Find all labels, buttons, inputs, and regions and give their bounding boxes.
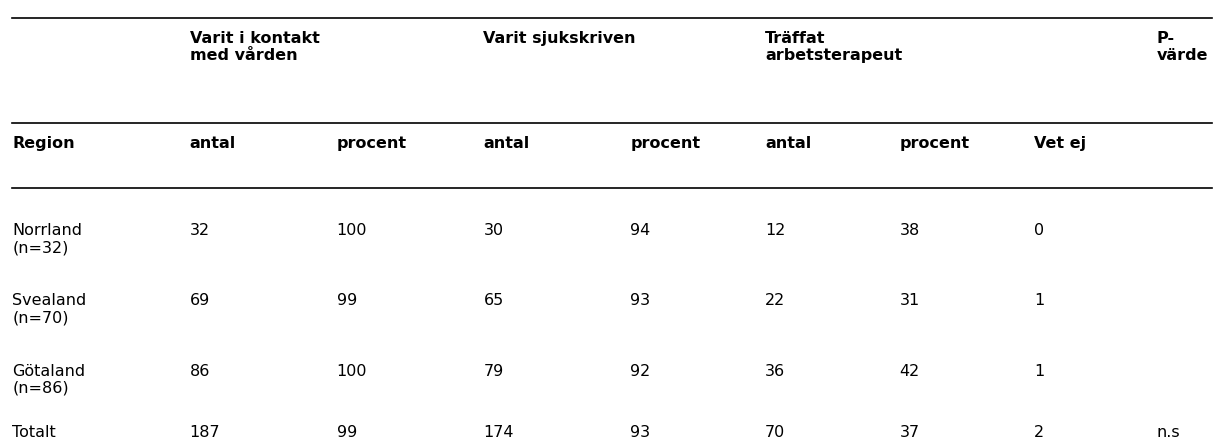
Text: 86: 86 <box>190 364 211 378</box>
Text: 12: 12 <box>765 223 786 238</box>
Text: procent: procent <box>900 136 969 151</box>
Text: antal: antal <box>483 136 530 151</box>
Text: Norrland
(n=32): Norrland (n=32) <box>12 223 82 256</box>
Text: 100: 100 <box>337 223 367 238</box>
Text: 38: 38 <box>900 223 920 238</box>
Text: Vet ej: Vet ej <box>1034 136 1087 151</box>
Text: 94: 94 <box>630 223 651 238</box>
Text: 36: 36 <box>765 364 785 378</box>
Text: Region: Region <box>12 136 75 151</box>
Text: 93: 93 <box>630 425 650 438</box>
Text: 22: 22 <box>765 293 786 308</box>
Text: 0: 0 <box>1034 223 1044 238</box>
Text: 174: 174 <box>483 425 514 438</box>
Text: procent: procent <box>337 136 406 151</box>
Text: 30: 30 <box>483 223 503 238</box>
Text: antal: antal <box>765 136 812 151</box>
Text: 31: 31 <box>900 293 920 308</box>
Text: 79: 79 <box>483 364 504 378</box>
Text: 93: 93 <box>630 293 650 308</box>
Text: Varit i kontakt
med vården: Varit i kontakt med vården <box>190 31 319 63</box>
Text: 69: 69 <box>190 293 211 308</box>
Text: 99: 99 <box>337 293 357 308</box>
Text: 32: 32 <box>190 223 209 238</box>
Text: Varit sjukskriven: Varit sjukskriven <box>483 31 636 46</box>
Text: 100: 100 <box>337 364 367 378</box>
Text: 92: 92 <box>630 364 651 378</box>
Text: antal: antal <box>190 136 236 151</box>
Text: 42: 42 <box>900 364 920 378</box>
Text: Svealand
(n=70): Svealand (n=70) <box>12 293 87 326</box>
Text: Götaland
(n=86): Götaland (n=86) <box>12 364 86 396</box>
Text: 65: 65 <box>483 293 504 308</box>
Text: 99: 99 <box>337 425 357 438</box>
Text: 187: 187 <box>190 425 220 438</box>
Text: 2: 2 <box>1034 425 1044 438</box>
Text: 37: 37 <box>900 425 919 438</box>
Text: procent: procent <box>630 136 700 151</box>
Text: 1: 1 <box>1034 293 1044 308</box>
Text: 1: 1 <box>1034 364 1044 378</box>
Text: 70: 70 <box>765 425 786 438</box>
Text: Totalt: Totalt <box>12 425 56 438</box>
Text: n.s: n.s <box>1157 425 1180 438</box>
Text: Träffat
arbetsterapeut: Träffat arbetsterapeut <box>765 31 902 63</box>
Text: P-
värde: P- värde <box>1157 31 1208 63</box>
